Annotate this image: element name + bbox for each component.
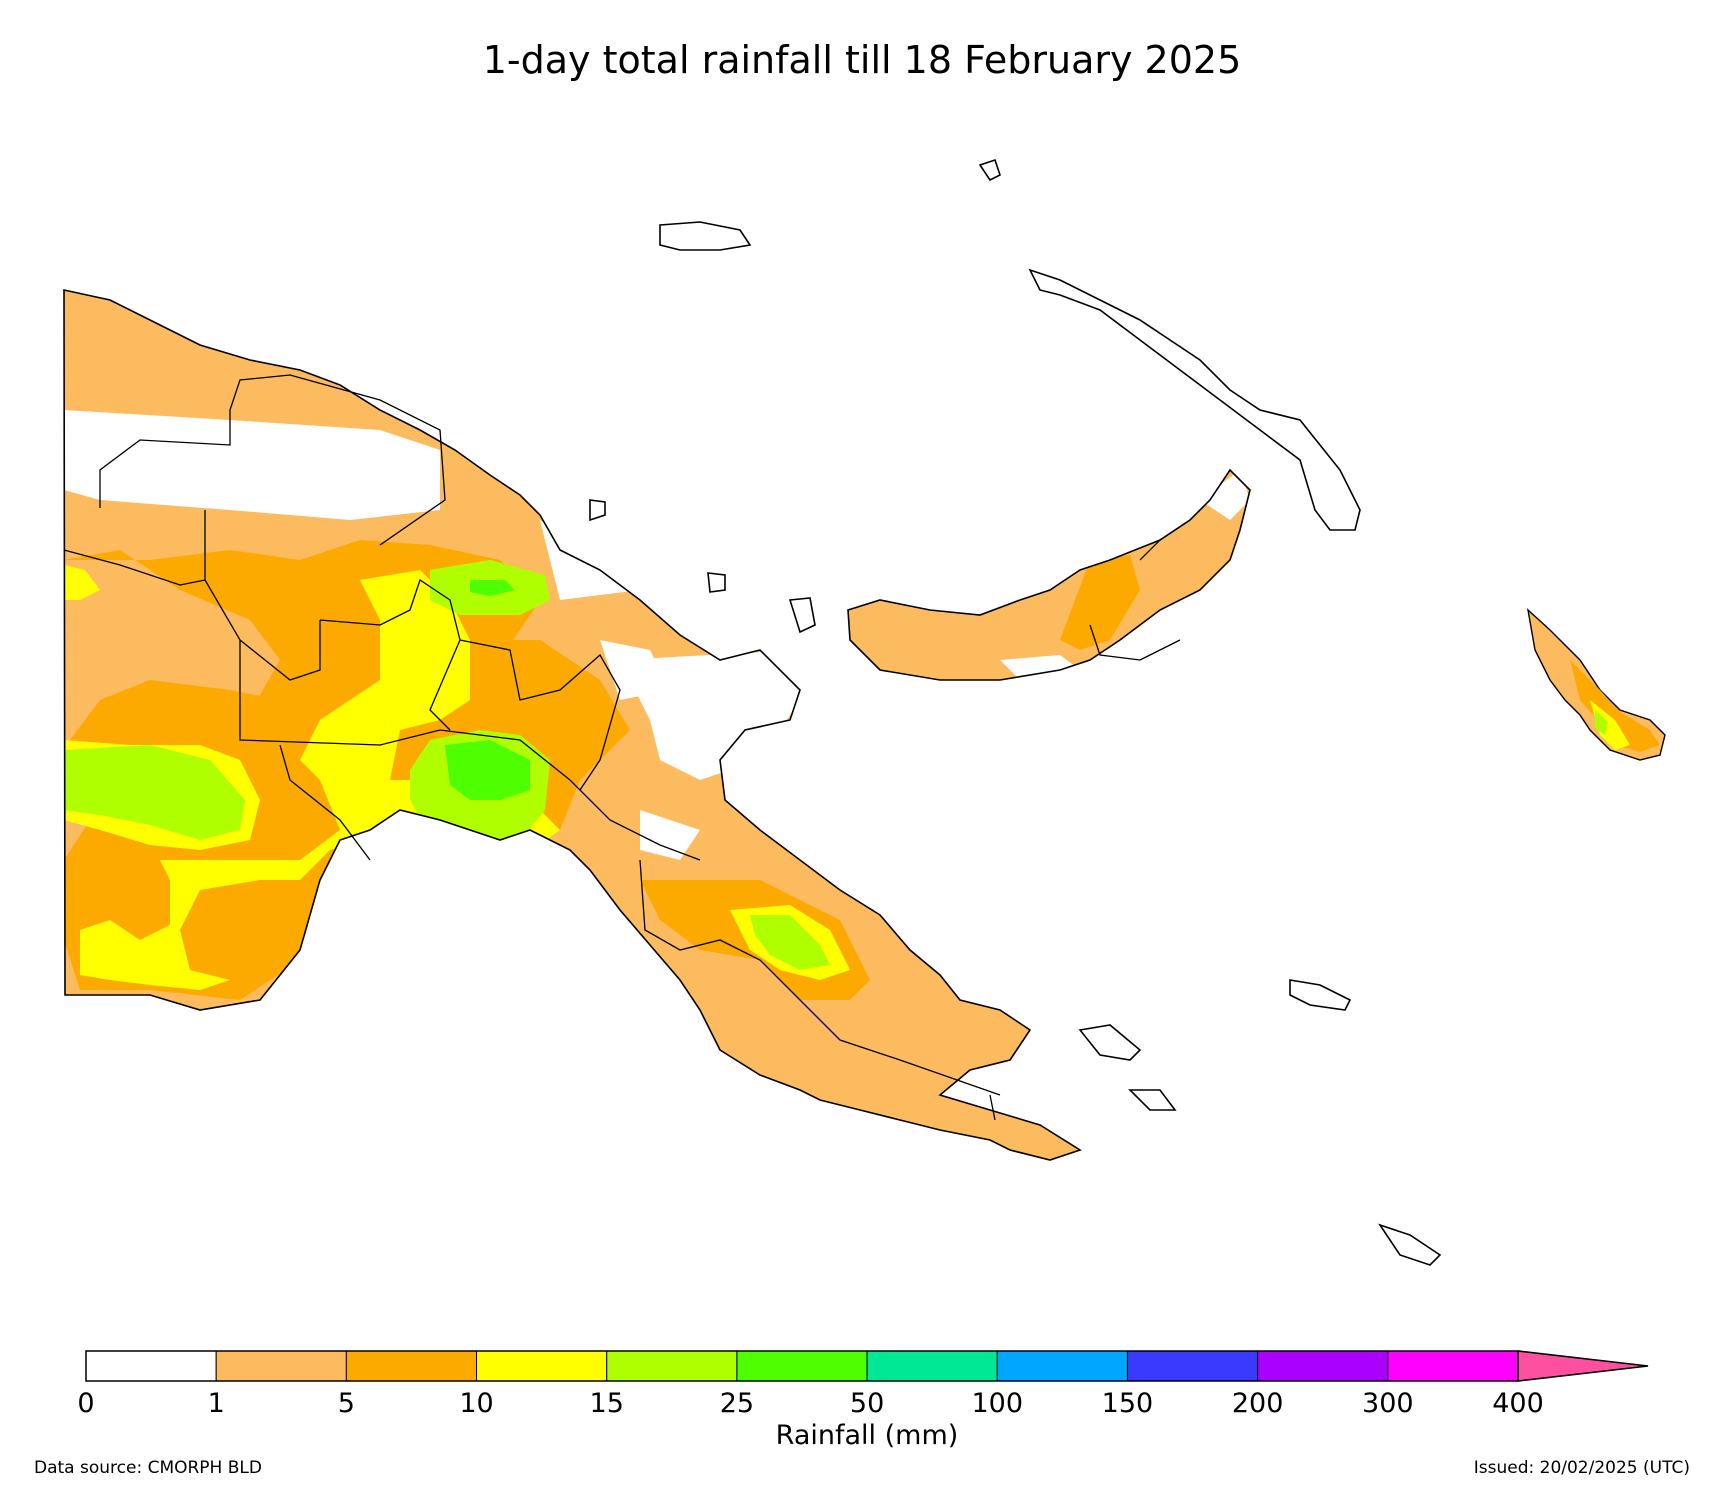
new-britain-rainfall-fill xyxy=(848,470,1250,680)
colorbar-swatch-200 xyxy=(1257,1350,1389,1382)
colorbar-swatch-50 xyxy=(866,1350,998,1382)
rainfall-map xyxy=(63,158,1666,1266)
colorbar-swatch-150 xyxy=(1126,1350,1259,1382)
colorbar-tick-label: 200 xyxy=(1232,1388,1284,1419)
colorbar-swatch-1 xyxy=(215,1350,347,1382)
bougainville-rainfall-fill xyxy=(1526,608,1666,761)
colorbar-tick-label: 25 xyxy=(720,1388,754,1419)
colorbar-swatch-300 xyxy=(1387,1350,1519,1382)
colorbar-tick-label: 50 xyxy=(850,1388,884,1419)
colorbar-swatch-0 xyxy=(85,1350,217,1382)
colorbar-tick-label: 15 xyxy=(590,1388,624,1419)
colorbar-title: Rainfall (mm) xyxy=(776,1420,959,1450)
colorbar-swatch-25 xyxy=(736,1350,868,1382)
colorbar-frame xyxy=(85,1350,1519,1382)
issued-date-note: Issued: 20/02/2025 (UTC) xyxy=(1473,1458,1690,1478)
colorbar-tick-label: 0 xyxy=(77,1388,94,1419)
colorbar-tick-label: 400 xyxy=(1492,1388,1544,1419)
colorbar-tick-label: 1 xyxy=(208,1388,225,1419)
data-source-note: Data source: CMORPH BLD xyxy=(34,1458,262,1478)
colorbar-swatches xyxy=(85,1350,1519,1382)
coastline-outlines xyxy=(63,158,1442,1266)
colorbar-tick-label: 10 xyxy=(459,1388,493,1419)
colorbar-tick-label: 150 xyxy=(1102,1388,1154,1419)
map-title: 1-day total rainfall till 18 February 20… xyxy=(482,38,1242,82)
province-borders xyxy=(63,374,1191,1121)
colorbar-swatch-100 xyxy=(996,1350,1128,1382)
colorbar-tick-labels: 0 1 5 10 15 25 50 100 150 200 300 400 xyxy=(77,1388,1543,1419)
colorbar-tick-label: 100 xyxy=(971,1388,1023,1419)
colorbar-swatch-10 xyxy=(476,1350,608,1382)
colorbar-tick-label: 5 xyxy=(338,1388,355,1419)
mainland-rainfall-fill xyxy=(64,290,1080,1160)
colorbar-swatch-15 xyxy=(606,1350,738,1382)
colorbar-extend-arrow xyxy=(1517,1350,1649,1382)
colorbar: 0 1 5 10 15 25 50 100 150 200 300 400 Rainfall (mm) xyxy=(77,1350,1649,1450)
colorbar-swatch-5 xyxy=(345,1350,478,1382)
colorbar-tick-label: 300 xyxy=(1362,1388,1414,1419)
